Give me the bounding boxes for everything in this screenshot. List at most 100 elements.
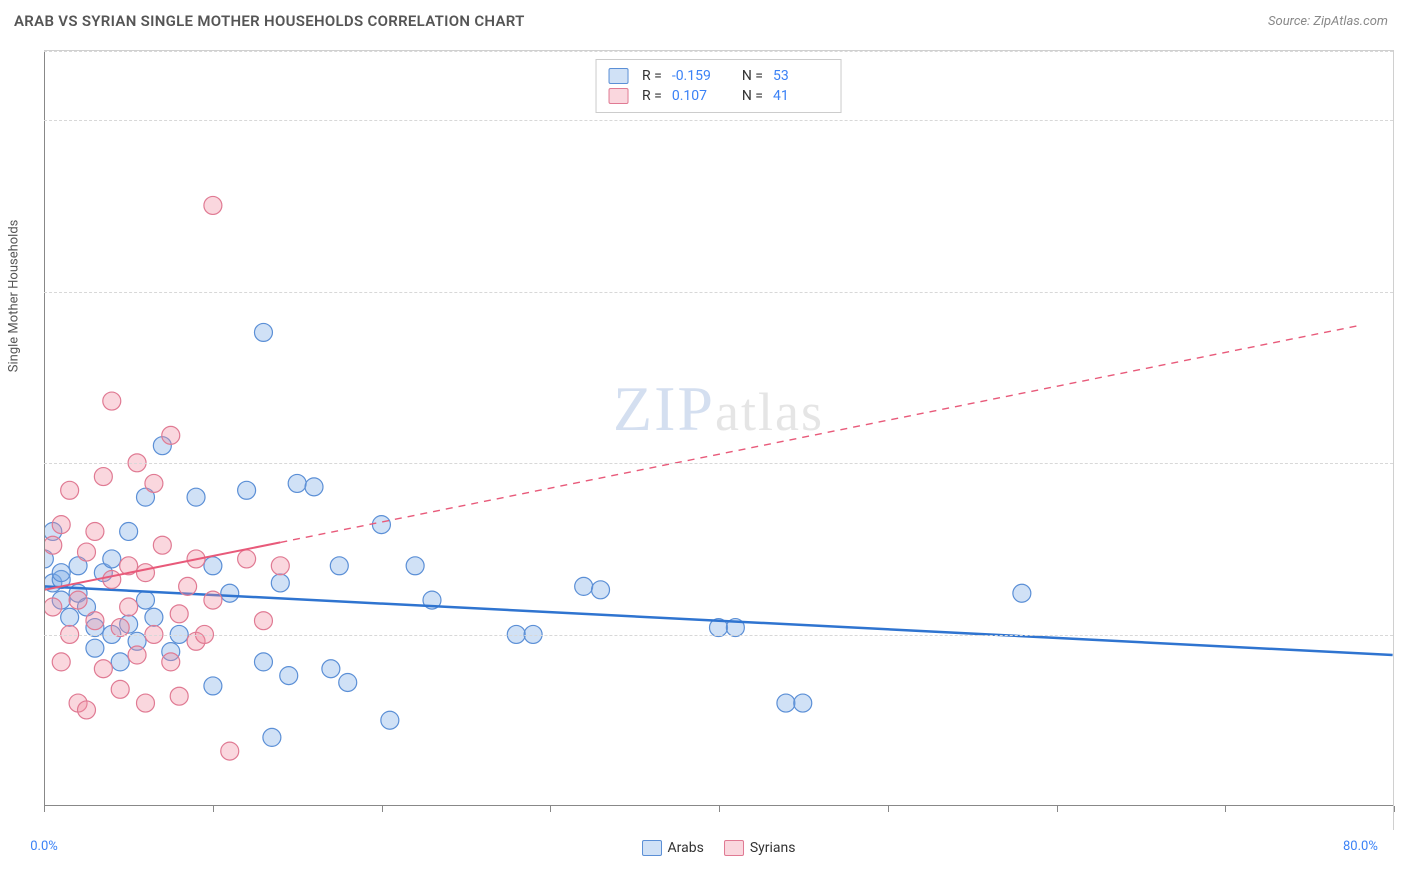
- data-point-arabs: [322, 660, 340, 678]
- data-point-syrians: [271, 557, 289, 575]
- data-point-syrians: [162, 653, 180, 671]
- trendline-arabs: [44, 586, 1392, 655]
- data-point-arabs: [254, 653, 272, 671]
- data-point-syrians: [69, 591, 87, 609]
- swatch-arabs: [608, 68, 628, 84]
- n-value-arabs: 53: [773, 68, 829, 84]
- r-value-syrians: 0.107: [672, 88, 728, 104]
- gridline: [44, 635, 1393, 636]
- data-point-arabs: [61, 608, 79, 626]
- data-point-arabs: [305, 478, 323, 496]
- data-point-syrians: [238, 550, 256, 568]
- data-point-arabs: [592, 581, 610, 599]
- data-point-syrians: [86, 522, 104, 540]
- data-point-arabs: [111, 653, 129, 671]
- data-point-syrians: [78, 543, 96, 561]
- chart-title: ARAB VS SYRIAN SINGLE MOTHER HOUSEHOLDS …: [14, 12, 525, 30]
- data-point-arabs: [280, 667, 298, 685]
- data-point-syrians: [128, 646, 146, 664]
- data-point-arabs: [777, 694, 795, 712]
- data-point-syrians: [111, 619, 129, 637]
- gridline: [44, 463, 1393, 464]
- data-point-arabs: [238, 481, 256, 499]
- r-prefix: R =: [642, 68, 662, 84]
- data-point-arabs: [136, 591, 154, 609]
- x-tick: [1057, 806, 1058, 812]
- data-point-syrians: [111, 680, 129, 698]
- swatch-syrians: [608, 88, 628, 104]
- y-axis-line: [44, 51, 45, 806]
- r-prefix: R =: [642, 88, 662, 104]
- source-attribution: Source: ZipAtlas.com: [1268, 14, 1388, 29]
- data-point-syrians: [170, 605, 188, 623]
- data-point-arabs: [271, 574, 289, 592]
- data-point-syrians: [103, 571, 121, 589]
- data-point-syrians: [153, 536, 171, 554]
- data-point-syrians: [52, 653, 70, 671]
- data-point-arabs: [263, 728, 281, 746]
- legend-row-syrians: R = 0.107 N = 41: [608, 86, 829, 106]
- data-point-arabs: [52, 564, 70, 582]
- data-point-syrians: [44, 598, 62, 616]
- x-tick: [1225, 806, 1226, 812]
- legend-label-syrians: Syrians: [750, 840, 796, 856]
- data-point-syrians: [86, 612, 104, 630]
- data-point-arabs: [221, 584, 239, 602]
- data-point-syrians: [103, 392, 121, 410]
- data-point-syrians: [94, 660, 112, 678]
- x-tick-label: 80.0%: [1343, 839, 1394, 854]
- data-point-arabs: [103, 550, 121, 568]
- data-point-syrians: [52, 516, 70, 534]
- legend-item-arabs: Arabs: [642, 840, 704, 856]
- x-tick: [382, 806, 383, 812]
- data-point-arabs: [372, 516, 390, 534]
- data-point-syrians: [61, 481, 79, 499]
- legend-label-arabs: Arabs: [668, 840, 704, 856]
- data-point-arabs: [86, 639, 104, 657]
- correlation-legend: R = -0.159 N = 53 R = 0.107 N = 41: [595, 59, 842, 113]
- data-point-arabs: [381, 711, 399, 729]
- x-tick: [888, 806, 889, 812]
- data-point-syrians: [120, 598, 138, 616]
- data-point-syrians: [94, 468, 112, 486]
- data-point-syrians: [204, 591, 222, 609]
- data-point-syrians: [162, 426, 180, 444]
- data-point-syrians: [78, 701, 96, 719]
- n-value-syrians: 41: [773, 88, 829, 104]
- data-point-arabs: [575, 577, 593, 595]
- x-tick: [1394, 806, 1395, 812]
- data-point-arabs: [204, 557, 222, 575]
- gridline: [44, 120, 1393, 121]
- data-point-arabs: [330, 557, 348, 575]
- data-point-syrians: [136, 694, 154, 712]
- data-point-syrians: [254, 612, 272, 630]
- data-point-syrians: [136, 564, 154, 582]
- n-prefix: N =: [742, 88, 763, 104]
- y-axis-label: Single Mother Households: [7, 219, 22, 372]
- data-point-arabs: [288, 474, 306, 492]
- legend-item-syrians: Syrians: [724, 840, 796, 856]
- data-point-syrians: [204, 196, 222, 214]
- data-point-arabs: [339, 673, 357, 691]
- scatter-plot: [44, 51, 1393, 830]
- r-value-arabs: -0.159: [672, 68, 728, 84]
- legend-row-arabs: R = -0.159 N = 53: [608, 66, 829, 86]
- data-point-syrians: [221, 742, 239, 760]
- gridline: [44, 292, 1393, 293]
- x-tick-label: 0.0%: [30, 839, 58, 854]
- x-tick: [44, 806, 45, 812]
- data-point-arabs: [406, 557, 424, 575]
- data-point-arabs: [254, 323, 272, 341]
- swatch-arabs-bottom: [642, 840, 662, 856]
- data-point-arabs: [1013, 584, 1031, 602]
- x-tick: [213, 806, 214, 812]
- data-point-syrians: [44, 536, 62, 554]
- data-point-arabs: [120, 522, 138, 540]
- trendline-dashed-syrians: [280, 326, 1359, 543]
- data-point-arabs: [204, 677, 222, 695]
- data-point-arabs: [187, 488, 205, 506]
- data-point-syrians: [145, 474, 163, 492]
- data-point-arabs: [145, 608, 163, 626]
- swatch-syrians-bottom: [724, 840, 744, 856]
- series-legend: Arabs Syrians: [642, 840, 796, 856]
